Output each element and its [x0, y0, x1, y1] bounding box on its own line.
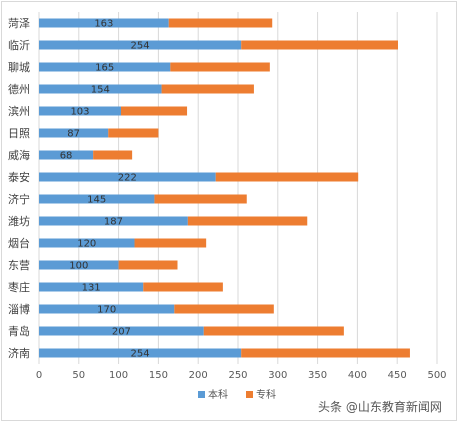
bar-benke — [39, 128, 109, 138]
bar-benke — [39, 282, 144, 292]
category-label: 日照 — [8, 127, 30, 140]
x-tick-label: 50 — [72, 370, 85, 381]
bar-zhuanke — [118, 260, 178, 270]
data-label: 254 — [131, 349, 150, 360]
bar-benke — [39, 84, 162, 94]
bar-zhuanke — [93, 150, 133, 160]
bar-zhuanke — [187, 216, 308, 226]
x-tick-label: 150 — [149, 370, 168, 381]
bar-zhuanke — [174, 304, 274, 314]
x-tick-label: 250 — [228, 370, 247, 381]
category-label: 淄博 — [8, 303, 30, 316]
bar-benke — [39, 150, 94, 160]
category-label: 济南 — [8, 346, 30, 360]
category-label: 德州 — [8, 82, 30, 96]
x-tick-label: 0 — [36, 370, 42, 381]
category-label: 东营 — [8, 258, 30, 272]
bar-benke — [39, 106, 121, 116]
x-tick-label: 450 — [388, 370, 407, 381]
bar-zhuanke — [203, 326, 344, 336]
category-label: 临沂 — [8, 38, 30, 52]
legend-swatch — [198, 391, 205, 398]
x-tick-label: 100 — [109, 370, 128, 381]
bar-benke — [39, 194, 155, 204]
bar-zhuanke — [241, 348, 410, 358]
bar-zhuanke — [108, 128, 159, 138]
category-label: 菏泽 — [8, 17, 30, 30]
category-label: 滨州 — [8, 104, 30, 118]
bar-benke — [39, 40, 242, 50]
data-label: 207 — [112, 327, 131, 338]
bar-zhuanke — [168, 18, 273, 28]
bar-benke — [39, 304, 175, 314]
data-label: 254 — [131, 41, 150, 52]
legend-label: 专科 — [256, 388, 276, 401]
x-tick-label: 300 — [268, 370, 287, 381]
bar-zhuanke — [241, 40, 398, 50]
x-tick-label: 350 — [308, 370, 327, 381]
category-label: 潍坊 — [8, 214, 30, 228]
category-label: 枣庄 — [8, 280, 30, 294]
category-label: 威海 — [8, 148, 30, 162]
bar-benke — [39, 260, 119, 270]
data-label: 120 — [77, 239, 96, 250]
bar-benke — [39, 216, 188, 226]
category-label: 烟台 — [8, 236, 30, 250]
bar-zhuanke — [215, 172, 359, 182]
bar-benke — [39, 62, 171, 72]
legend-label: 本科 — [208, 388, 228, 401]
data-label: 100 — [69, 261, 88, 272]
bar-zhuanke — [154, 194, 247, 204]
bar-benke — [39, 238, 135, 248]
data-label: 163 — [94, 19, 113, 30]
bar-zhuanke — [143, 282, 223, 292]
category-label: 青岛 — [8, 324, 30, 338]
legend-swatch — [246, 391, 253, 398]
data-label: 222 — [118, 173, 137, 184]
data-label: 103 — [70, 107, 89, 118]
bar-zhuanke — [134, 238, 207, 248]
bar-benke — [39, 18, 169, 28]
bar-benke — [39, 326, 204, 336]
bar-benke — [39, 348, 242, 358]
category-label: 泰安 — [8, 170, 30, 184]
x-tick-label: 400 — [348, 370, 367, 381]
bar-zhuanke — [120, 106, 188, 116]
data-label: 68 — [60, 151, 73, 162]
bar-zhuanke — [170, 62, 270, 72]
bar-zhuanke — [161, 84, 254, 94]
x-tick-label: 500 — [427, 370, 446, 381]
data-label: 165 — [95, 63, 114, 74]
data-label: 87 — [67, 129, 80, 140]
data-label: 145 — [87, 195, 106, 206]
category-label: 济宁 — [8, 192, 30, 206]
data-label: 170 — [97, 305, 116, 316]
x-tick-label: 200 — [189, 370, 208, 381]
data-label: 131 — [82, 283, 101, 294]
watermark-text: 头条 @山东教育新闻网 — [318, 400, 442, 414]
bar-benke — [39, 172, 216, 182]
category-label: 聊城 — [8, 60, 30, 74]
data-label: 187 — [104, 217, 123, 228]
data-label: 154 — [91, 85, 110, 96]
